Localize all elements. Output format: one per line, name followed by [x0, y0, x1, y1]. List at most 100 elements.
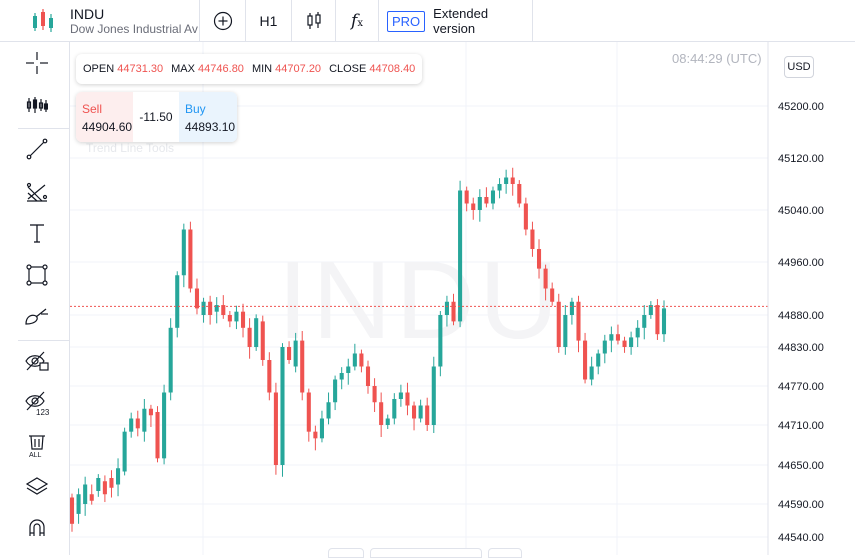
candle-body: [155, 412, 160, 459]
symbol-description: Dow Jones Industrial Average: [70, 23, 198, 35]
sell-button[interactable]: Sell 44904.60: [76, 92, 133, 142]
symbol-watermark: INDU: [278, 239, 563, 362]
currency-button[interactable]: USD: [784, 56, 814, 78]
candle-body: [451, 301, 456, 322]
candle-body: [267, 360, 272, 393]
candle-body: [609, 334, 614, 341]
buy-button[interactable]: Buy 44893.10: [179, 92, 237, 142]
candle-body: [142, 408, 147, 432]
candle-body: [583, 340, 588, 380]
price-scale: 44540.00 44590.00 44650.00 44710.00 44770.00…: [778, 101, 824, 544]
extended-label: Extended version: [433, 6, 489, 36]
price-tick-label: 44710.00: [778, 420, 824, 432]
candle-body: [122, 431, 127, 472]
candle-body: [523, 203, 528, 230]
candle-body: [260, 321, 265, 360]
fib-icon: [26, 182, 48, 202]
spread-value: -11.50: [139, 110, 173, 124]
indicators-icon: [26, 97, 48, 113]
candle-body: [247, 327, 252, 347]
top-toolbar: INDU Dow Jones Industrial Average H1 fx …: [0, 0, 855, 42]
candle-body: [208, 301, 213, 315]
candle-body: [116, 468, 121, 485]
layers-tool[interactable]: [20, 470, 54, 504]
hide-drawings-tool[interactable]: [20, 344, 54, 378]
zoom-controls[interactable]: [370, 548, 482, 558]
hide-drawings-icon: [25, 351, 49, 371]
currency-label: USD: [787, 61, 811, 73]
hide-indicators-icon: 123: [25, 391, 50, 416]
chart-type-button[interactable]: [291, 0, 335, 42]
svg-text:ALL: ALL: [29, 452, 42, 458]
scroll-right-button[interactable]: [488, 548, 522, 558]
candle-body: [379, 402, 384, 425]
indicators-button[interactable]: fx: [335, 0, 378, 42]
candles-series: [70, 167, 667, 532]
buy-price: 44893.10: [185, 120, 236, 134]
timeframe-button[interactable]: H1: [245, 0, 291, 42]
candle-body: [234, 311, 239, 322]
chart-clock: 08:44:29 (UTC): [672, 51, 762, 66]
candle-body: [168, 327, 173, 393]
magnet-tool[interactable]: [20, 512, 54, 546]
candle-body: [484, 197, 489, 204]
price-tick-label: 44960.00: [778, 257, 824, 269]
rectangle-tool[interactable]: [20, 258, 54, 292]
candle-body: [240, 311, 246, 328]
candle-body: [89, 494, 94, 501]
candle-body: [96, 478, 101, 491]
delete-all-tool[interactable]: ALL: [20, 428, 54, 462]
text-tool[interactable]: [20, 216, 54, 250]
candle-body: [129, 418, 134, 432]
candle-body: [83, 484, 88, 504]
candle-body: [642, 315, 647, 328]
price-tick-label: 44540.00: [778, 532, 824, 544]
hide-indicators-tool[interactable]: 123: [20, 386, 54, 420]
candle-body: [530, 229, 535, 249]
candle-body: [339, 373, 344, 380]
candle-body: [306, 392, 311, 432]
candles-logo-icon: [33, 9, 53, 32]
trend-line-tool[interactable]: [20, 132, 54, 166]
brush-icon: [25, 308, 48, 325]
candle-body: [201, 301, 206, 315]
candle-body: [135, 418, 140, 429]
price-tick-label: 44880.00: [778, 310, 824, 322]
candle-body: [504, 177, 509, 184]
drawing-toolbar: 123 ALL: [0, 42, 70, 555]
candle-body: [214, 305, 219, 312]
candle-body: [615, 334, 620, 341]
candle-body: [536, 249, 542, 269]
candle-body: [497, 184, 502, 191]
indicators-tool[interactable]: [20, 88, 54, 122]
candlestick-icon: [306, 12, 321, 29]
candle-body: [635, 327, 640, 338]
add-compare-button[interactable]: [199, 0, 245, 42]
candle-body: [398, 392, 403, 399]
symbol-info[interactable]: INDU Dow Jones Industrial Average: [70, 7, 198, 35]
trend-line-tools-hint: Trend Line Tools: [86, 141, 175, 155]
candle-body: [287, 347, 292, 360]
extended-version-button[interactable]: PRO Extended version: [378, 0, 533, 42]
candle-body: [280, 347, 285, 465]
candle-body: [602, 340, 607, 354]
candle-body: [319, 418, 324, 439]
candle-body: [661, 308, 667, 335]
plus-circle-icon: [213, 11, 232, 31]
candle-body: [181, 229, 186, 276]
candle-body: [333, 379, 338, 403]
symbol-ticker: INDU: [70, 6, 105, 22]
rectangle-icon: [26, 264, 48, 286]
candle-body: [273, 392, 278, 465]
scroll-left-button[interactable]: [328, 548, 364, 558]
candle-body: [412, 405, 417, 419]
candle-body: [102, 481, 107, 495]
brush-tool[interactable]: [20, 300, 54, 334]
candle-body: [543, 268, 548, 289]
fib-tool[interactable]: [20, 174, 54, 208]
trend-line-icon: [26, 138, 48, 160]
candle-body: [596, 353, 601, 367]
crosshair-tool[interactable]: [20, 46, 54, 80]
text-icon: [30, 224, 44, 243]
timeframe-label: H1: [259, 13, 278, 29]
